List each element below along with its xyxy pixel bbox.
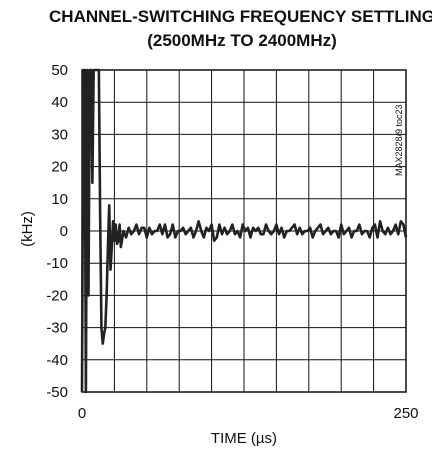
- y-tick-label: 30: [51, 126, 68, 143]
- x-tick-labels: 0 250: [78, 405, 419, 422]
- x-tick-label: 250: [393, 405, 418, 422]
- x-axis-label: TIME (µs): [211, 430, 277, 447]
- y-tick-label: 20: [51, 159, 68, 176]
- y-tick-label: -40: [46, 352, 68, 369]
- y-tick-label: -30: [46, 320, 68, 337]
- y-tick-label: -20: [46, 287, 68, 304]
- y-tick-label: 10: [51, 191, 68, 208]
- chart-title: CHANNEL-SWITCHING FREQUENCY SETTLING: [49, 7, 432, 26]
- y-tick-labels: 50 40 30 20 10 0 -10 -20 -30 -40 -50: [46, 62, 68, 401]
- y-tick-label: 0: [60, 223, 68, 240]
- y-tick-label: 40: [51, 94, 68, 111]
- settling-trace-line: [80, 68, 408, 394]
- figure-code-label: MAX2828/9 toc23: [394, 104, 404, 176]
- y-tick-label: -10: [46, 255, 68, 272]
- x-tick-label: 0: [78, 405, 86, 422]
- chart-subtitle: (2500MHz TO 2400MHz): [147, 31, 337, 50]
- y-tick-label: -50: [46, 384, 68, 401]
- y-tick-label: 50: [51, 62, 68, 79]
- y-axis-label: (kHz): [19, 211, 36, 247]
